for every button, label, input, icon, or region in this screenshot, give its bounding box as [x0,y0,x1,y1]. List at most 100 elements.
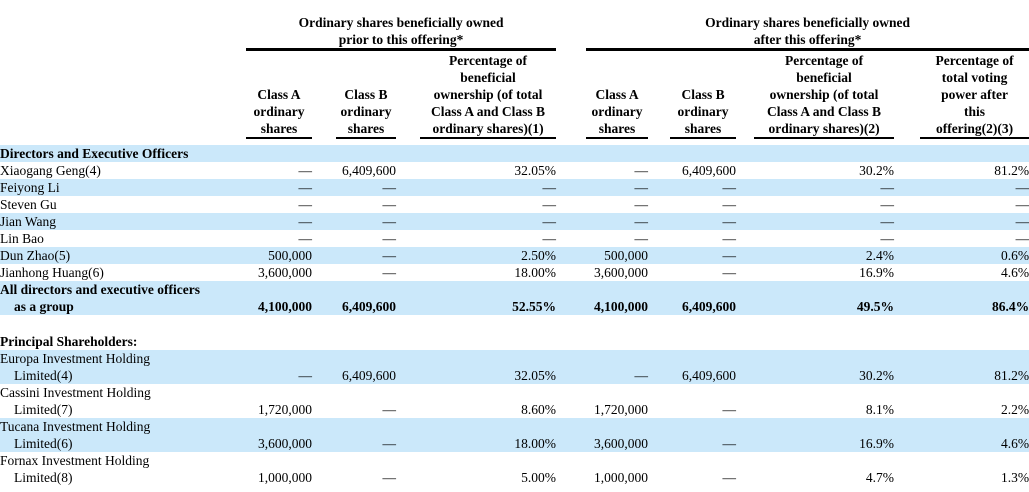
value-cell: 32.05% [514,163,557,178]
gap-cell [312,179,336,196]
gap-cell [894,230,920,247]
table-row: Fornax Investment Holding Limited(8) 1,000… [0,452,1029,486]
value-cell: 16.9% [859,265,895,280]
value-cell: 8.60% [521,402,557,417]
gap-cell [648,452,670,486]
gap-cell [736,162,754,179]
name-column-header-empty [0,0,246,50]
group-gap [556,0,586,50]
value-cell: 1,720,000 [594,402,649,417]
column-header-voting-power: Percentage of total voting power after t… [920,49,1029,139]
gap-cell [736,452,754,486]
value-cell: 6,409,600 [682,368,737,383]
entity-name-cell: Dun Zhao(5) [0,248,71,263]
entity-name-cell: Europa Investment Holding Limited(4) [0,351,150,383]
entity-name-cell: Cassini Investment Holding Limited(7) [0,385,151,417]
gap-cell [312,452,336,486]
gap-cell [556,264,586,281]
value-cell: 2.2% [1000,402,1029,417]
column-header-classB-prior: Class B ordinary shares [336,49,396,139]
value-cell: 16.9% [859,436,895,451]
gap-cell [556,196,586,213]
column-gap [648,50,670,139]
value-cell: 4.7% [865,470,895,485]
gap-cell [736,281,754,315]
gap-cell [648,264,670,281]
gap-cell [312,213,336,230]
gap-cell [894,350,920,384]
value-cell: — [382,470,397,485]
value-cell: 3,600,000 [258,265,312,280]
value-cell: 4,100,000 [594,299,649,314]
gap-cell [556,452,586,486]
value-cell: — [722,214,737,229]
gap-cell [556,418,586,452]
gap-cell [312,196,336,213]
gap-cell [894,384,920,418]
section-title-cell: Principal Shareholders: [0,334,138,349]
table-body: Directors and Executive Officers Xiaogang… [0,138,1029,486]
value-cell: — [382,180,397,195]
gap-cell [648,281,670,315]
gap-cell [894,213,920,230]
value-cell: — [542,214,557,229]
gap-cell [736,179,754,196]
gap-cell [736,230,754,247]
gap-cell [312,247,336,264]
gap-cell [894,452,920,486]
value-cell: — [382,265,397,280]
gap-cell [396,384,420,418]
value-cell: — [880,197,895,212]
gap-cell [894,264,920,281]
gap-cell [396,179,420,196]
value-cell: 6,409,600 [682,299,737,314]
entity-name-cell: Steven Gu [0,197,57,212]
value-cell: 18.00% [514,265,557,280]
gap-cell [736,384,754,418]
value-cell: 6,409,600 [342,163,396,178]
table-row: Dun Zhao(5) 500,000 — 2.50% 500,000 — 2.4% 0.6% [0,247,1029,264]
gap-cell [736,213,754,230]
value-cell: — [298,197,313,212]
gap-cell [396,247,420,264]
value-cell: 3,600,000 [594,436,649,451]
value-cell: 1.3% [1000,470,1029,485]
value-cell: — [722,248,737,263]
gap-cell [648,384,670,418]
value-cell: 500,000 [268,248,312,263]
gap-cell [312,281,336,315]
value-cell: 0.6% [1000,248,1029,263]
value-cell: — [382,436,397,451]
table-row: Jian Wang — — — — — — — [0,213,1029,230]
value-cell: 6,409,600 [682,163,737,178]
column-gap [556,50,586,139]
value-cell: 2.4% [865,248,895,263]
gap-cell [396,264,420,281]
gap-cell [736,418,754,452]
gap-cell [396,196,420,213]
value-cell: — [880,231,895,246]
column-header-classB-after: Class B ordinary shares [670,49,737,139]
column-header-row: Class A ordinary shares Class B ordinary… [0,49,1029,139]
gap-cell [648,230,670,247]
value-cell: — [722,231,737,246]
gap-cell [556,350,586,384]
gap-cell [894,196,920,213]
value-cell: 4,100,000 [258,299,312,314]
value-cell: 86.4% [991,299,1029,314]
value-cell: — [722,470,737,485]
group-header-row: Ordinary shares beneficially owned prior… [0,0,1029,51]
entity-name-cell: All directors and executive officers as a… [0,282,200,314]
value-cell: 500,000 [604,248,649,263]
gap-cell [312,384,336,418]
value-cell: — [1015,214,1029,229]
value-cell: — [722,402,737,417]
gap-cell [894,162,920,179]
value-cell: 30.2% [859,368,895,383]
value-cell: — [634,197,649,212]
gap-cell [396,418,420,452]
value-cell: — [1015,180,1029,195]
gap-cell [648,162,670,179]
gap-cell [312,230,336,247]
value-cell: 18.00% [514,436,557,451]
